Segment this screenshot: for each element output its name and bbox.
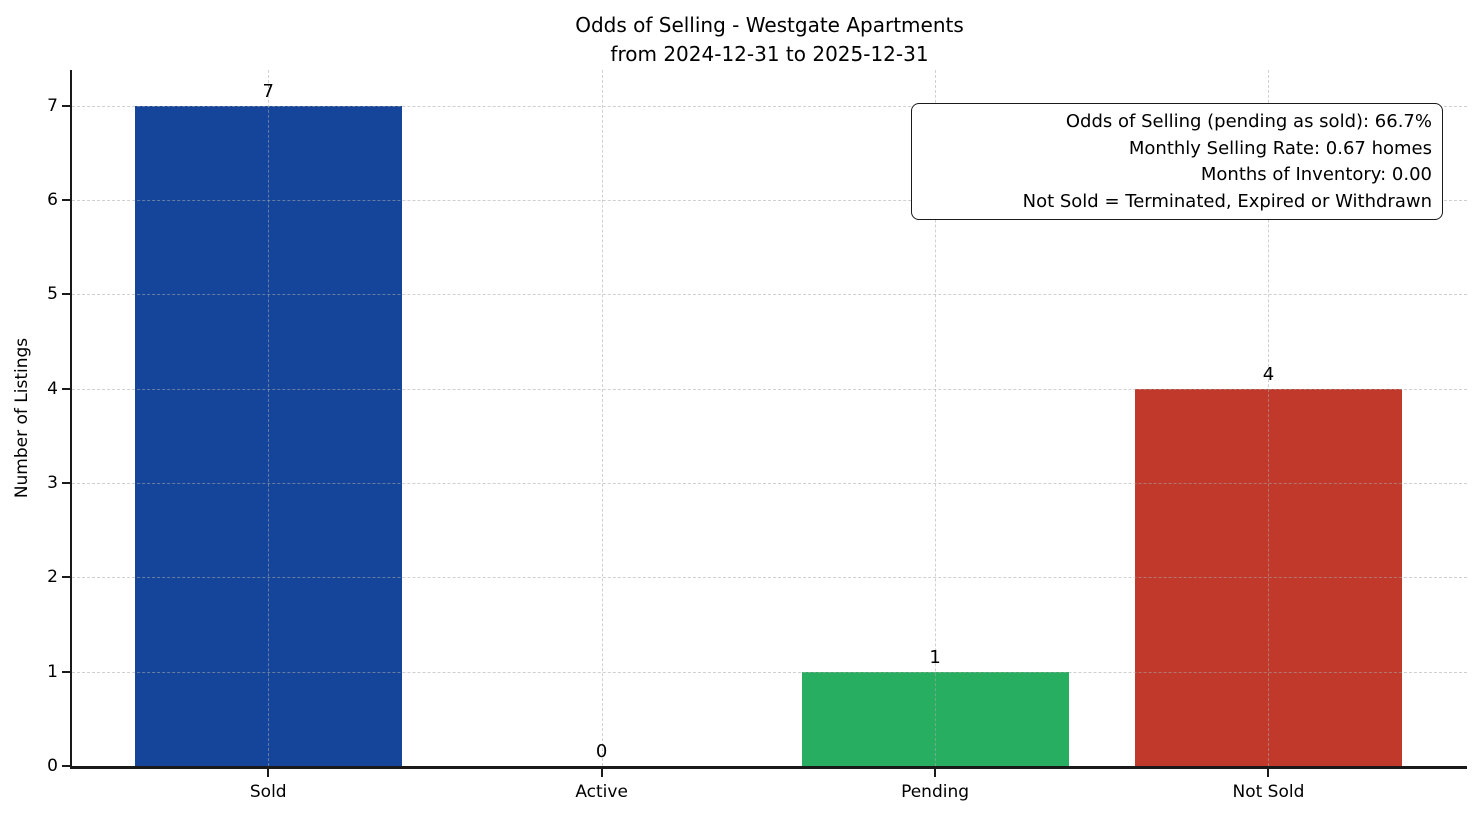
plot-area: 0 1 2 3 4 5 6 7 7 Sold 0 Active 1 Pending 4 Not Sold bbox=[47, 70, 1467, 802]
y-tick-mark bbox=[62, 293, 72, 296]
y-gridline bbox=[72, 671, 1467, 673]
x-gridline bbox=[268, 70, 270, 766]
y-gridline bbox=[72, 483, 1467, 485]
x-gridline bbox=[601, 70, 603, 766]
x-tick-label: Not Sold bbox=[1232, 782, 1305, 802]
bar-value-label: 4 bbox=[1262, 363, 1275, 385]
y-tick-label: 5 bbox=[47, 284, 58, 305]
y-tick-mark bbox=[62, 387, 72, 390]
y-gridline bbox=[72, 105, 1467, 107]
bar-value-label: 0 bbox=[595, 741, 608, 762]
y-tick-mark bbox=[62, 104, 72, 107]
stat-odds-of-selling: Odds of Selling (pending as sold): 66.7% bbox=[1065, 111, 1432, 132]
bar-value-label: 1 bbox=[929, 646, 941, 668]
y-gridline bbox=[72, 577, 1467, 579]
y-tick-mark bbox=[62, 482, 72, 485]
stat-not-sold-definition: Not Sold = Terminated, Expired or Withdr… bbox=[1022, 190, 1432, 212]
x-gridline bbox=[1268, 70, 1270, 766]
y-tick-mark bbox=[62, 765, 72, 767]
x-tick-mark bbox=[600, 768, 603, 777]
y-tick-mark bbox=[62, 576, 72, 579]
stat-months-of-inventory: Months of Inventory: 0.00 bbox=[1200, 164, 1432, 185]
x-tick-mark bbox=[267, 768, 270, 777]
y-tick-label: 7 bbox=[47, 95, 58, 116]
bar-value-label: 7 bbox=[262, 80, 274, 102]
y-tick-label: 2 bbox=[47, 567, 58, 588]
y-tick-mark bbox=[62, 199, 72, 202]
stat-monthly-selling-rate: Monthly Selling Rate: 0.67 homes bbox=[1128, 137, 1432, 159]
x-gridline bbox=[935, 70, 937, 766]
y-gridline bbox=[72, 294, 1467, 296]
x-tick-label: Pending bbox=[901, 782, 970, 802]
stats-annotation-box: Odds of Selling (pending as sold): 66.7%… bbox=[911, 103, 1443, 220]
y-tick-label: 4 bbox=[47, 378, 58, 399]
y-gridline bbox=[72, 388, 1467, 390]
chart-title-line2: from 2024-12-31 to 2025-12-31 bbox=[610, 42, 929, 66]
y-axis-spine bbox=[69, 70, 72, 769]
y-tick-mark bbox=[62, 670, 72, 673]
y-gridline bbox=[72, 200, 1467, 202]
y-tick-label: 1 bbox=[47, 661, 58, 682]
chart-title-line1: Odds of Selling - Westgate Apartments bbox=[575, 13, 964, 37]
y-tick-label: 3 bbox=[47, 473, 58, 494]
y-tick-label: 6 bbox=[47, 190, 58, 211]
x-axis-spine bbox=[69, 766, 1467, 769]
chart-title: Odds of Selling - Westgate Apartments fr… bbox=[72, 11, 1467, 69]
x-tick-label: Sold bbox=[249, 782, 287, 802]
x-tick-mark bbox=[1267, 768, 1270, 777]
x-tick-label: Active bbox=[575, 782, 628, 802]
x-tick-mark bbox=[934, 768, 937, 777]
y-tick-label: 0 bbox=[47, 756, 58, 776]
